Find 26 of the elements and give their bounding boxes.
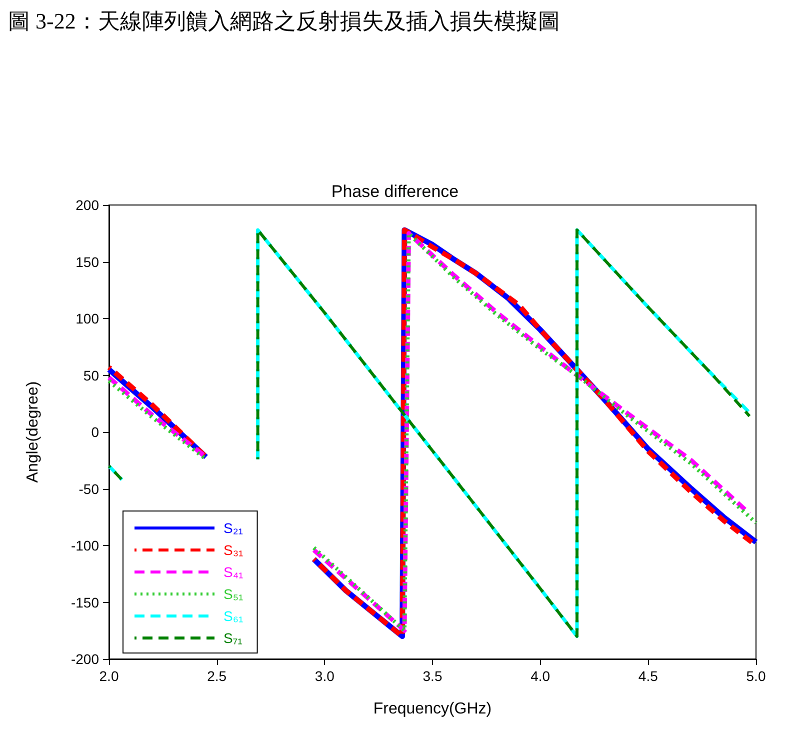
y-tick-label: -150 xyxy=(70,594,100,610)
x-axis-title: Frequency(GHz) xyxy=(373,700,492,718)
text: S₂₁ xyxy=(224,520,244,536)
x-tick-label: 3.5 xyxy=(422,668,442,684)
y-tick-label: 50 xyxy=(83,367,100,384)
x-tick-label: 5.0 xyxy=(746,668,766,684)
y-tick-label: 150 xyxy=(76,254,100,270)
text: S₆₁ xyxy=(224,608,244,624)
text: S₃₁ xyxy=(224,542,244,558)
y-tick-label: 200 xyxy=(76,197,100,213)
x-tick-label: 2.5 xyxy=(207,668,227,684)
y-tick-label: -50 xyxy=(78,480,100,497)
x-tick-label: 3.0 xyxy=(314,668,335,684)
text: S₅₁ xyxy=(224,586,244,602)
x-tick-label: 4.5 xyxy=(638,668,658,684)
chart-title: Phase difference xyxy=(331,182,459,201)
text: S₇₁ xyxy=(224,630,243,646)
y-tick-label: -100 xyxy=(70,538,100,554)
x-tick-label: 4.0 xyxy=(530,668,550,684)
y-axis-title: Angle(degree) xyxy=(24,381,42,483)
y-tick-label: 100 xyxy=(76,310,100,326)
y-tick-label: -200 xyxy=(70,651,100,667)
y-tick-label: 0 xyxy=(91,424,100,440)
text: S₄₁ xyxy=(224,564,244,580)
x-tick-label: 2.0 xyxy=(99,668,119,684)
caption: 圖 3-22：天線陣列饋入網路之反射損失及插入損失模擬圖 xyxy=(8,8,560,34)
